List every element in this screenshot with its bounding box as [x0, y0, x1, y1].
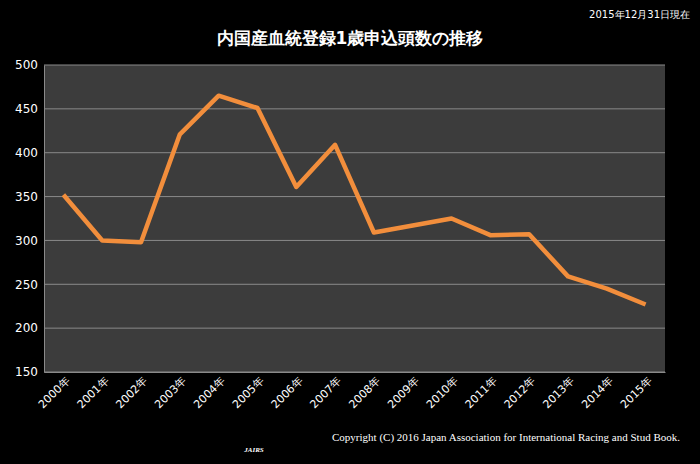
tick-label: 250: [15, 278, 38, 292]
x-axis: 2000年2001年2002年2003年2004年2005年2006年2007年…: [36, 372, 666, 411]
tick: 2009年: [385, 372, 422, 411]
tick-label: 2011年: [463, 374, 500, 411]
grid: [44, 65, 665, 372]
tick: 350: [15, 190, 44, 204]
tick-label: 2001年: [75, 374, 112, 411]
copyright: Copyright (C) 2016 Japan Association for…: [332, 431, 680, 444]
logo-text: JAIRS: [243, 446, 264, 454]
tick: 2003年: [152, 372, 189, 411]
tick: 500: [15, 58, 44, 72]
tick-label: 2000年: [36, 374, 73, 411]
y-axis: 150 200 250 300 350 400 450 500: [15, 58, 44, 379]
tick-label: 2014年: [579, 374, 616, 411]
tick-label: 2010年: [424, 374, 461, 411]
tick: 400: [15, 146, 44, 160]
tick-label: 2004年: [191, 374, 228, 411]
tick-label: 2006年: [269, 374, 306, 411]
grid-line: [44, 108, 665, 109]
tick: 150: [15, 365, 44, 379]
tick-label: 2008年: [346, 374, 383, 411]
grid-line: [44, 196, 665, 197]
tick-label: 2003年: [152, 374, 189, 411]
tick: 2011年: [463, 372, 500, 411]
tick-label: 350: [15, 190, 38, 204]
grid-line: [44, 152, 665, 153]
tick: 200: [15, 321, 44, 335]
tick: 2005年: [230, 372, 267, 411]
tick: 2001年: [75, 372, 112, 411]
chart: 内国産血統登録1歳申込頭数の推移 2015年12月31日現在 150 200 250 30…: [0, 0, 700, 464]
tick: 2000年: [36, 372, 73, 411]
series: [63, 96, 645, 305]
grid-line: [44, 65, 665, 66]
tick: 2004年: [191, 372, 228, 411]
grid-line: [44, 328, 665, 329]
tick-label: 2012年: [502, 374, 539, 411]
tick-label: 400: [15, 146, 38, 160]
tick-label: 2009年: [385, 374, 422, 411]
tick: 2014年: [579, 372, 616, 411]
tick-label: 2005年: [230, 374, 267, 411]
tick-label: 2002年: [113, 374, 150, 411]
grid-line: [44, 284, 665, 285]
line: [63, 96, 645, 305]
tick: 300: [15, 234, 44, 248]
background: [0, 0, 700, 464]
tick-label: 200: [15, 321, 38, 335]
plot-background: [44, 65, 665, 372]
tick: 2015年: [618, 372, 655, 411]
tick-label: 500: [15, 58, 38, 72]
tick: 450: [15, 102, 44, 116]
tick-label: 300: [15, 234, 38, 248]
y-axis-line: [44, 66, 45, 373]
tick-label: 2015年: [618, 374, 655, 411]
tick: 2002年: [113, 372, 150, 411]
tick: 2007年: [308, 372, 345, 411]
tick-label: 2013年: [540, 374, 577, 411]
tick: 2010年: [424, 372, 461, 411]
tick-label: 450: [15, 102, 38, 116]
subtitle: 2015年12月31日現在: [589, 9, 690, 20]
tick: 2008年: [346, 372, 383, 411]
tick-label: 2007年: [308, 374, 345, 411]
plot: 1502002503003504004505002000年2001年2002年2…: [15, 58, 665, 411]
tick: 2013年: [540, 372, 577, 411]
title: 内国産血統登録1歳申込頭数の推移: [217, 28, 484, 48]
tick-label: 150: [15, 365, 38, 379]
grid-line: [44, 372, 665, 373]
tick: 2012年: [502, 372, 539, 411]
x-axis-line: [45, 372, 666, 373]
tick: 2006年: [269, 372, 306, 411]
tick: 250: [15, 278, 44, 292]
